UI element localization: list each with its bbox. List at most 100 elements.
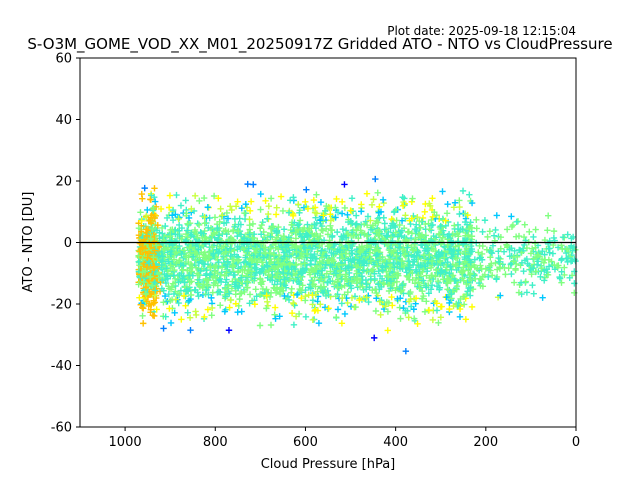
data-point bbox=[304, 205, 312, 212]
data-point bbox=[427, 222, 435, 229]
data-point bbox=[424, 245, 432, 252]
data-point bbox=[415, 272, 422, 279]
data-point bbox=[338, 266, 345, 274]
data-point bbox=[225, 327, 233, 334]
data-point bbox=[384, 233, 391, 240]
data-point bbox=[409, 261, 417, 269]
data-point bbox=[310, 266, 317, 274]
data-point bbox=[355, 243, 363, 251]
data-point bbox=[298, 294, 305, 302]
data-point bbox=[433, 307, 441, 314]
data-point bbox=[224, 215, 232, 222]
data-point bbox=[333, 195, 340, 203]
data-point bbox=[553, 262, 561, 270]
data-point bbox=[144, 231, 152, 239]
data-point bbox=[545, 263, 553, 270]
data-point bbox=[373, 289, 380, 297]
data-point bbox=[209, 289, 217, 296]
data-point bbox=[313, 219, 321, 227]
data-point bbox=[145, 260, 153, 267]
data-point bbox=[213, 246, 220, 253]
data-point bbox=[251, 301, 259, 308]
data-point bbox=[412, 295, 420, 302]
data-point bbox=[244, 180, 251, 188]
y-axis-label: ATO - NTO [DU] bbox=[21, 192, 36, 293]
data-point bbox=[419, 287, 426, 295]
data-point bbox=[274, 269, 281, 277]
data-point bbox=[452, 254, 460, 262]
data-point bbox=[159, 240, 166, 247]
data-point bbox=[461, 210, 469, 217]
data-point bbox=[249, 234, 256, 241]
data-point bbox=[271, 311, 278, 318]
data-point bbox=[267, 225, 275, 232]
data-point bbox=[531, 240, 539, 247]
data-point bbox=[226, 290, 233, 297]
data-point bbox=[365, 298, 372, 306]
data-point bbox=[176, 271, 183, 279]
data-point bbox=[318, 226, 325, 234]
data-point bbox=[178, 316, 185, 323]
data-point bbox=[406, 290, 414, 298]
data-point bbox=[222, 248, 229, 256]
data-point bbox=[252, 270, 260, 277]
data-point bbox=[374, 263, 381, 270]
data-point bbox=[396, 265, 404, 272]
data-point bbox=[185, 272, 193, 279]
data-point bbox=[158, 261, 166, 269]
data-point bbox=[215, 277, 223, 284]
data-point bbox=[227, 245, 234, 252]
data-point bbox=[372, 252, 380, 259]
data-point bbox=[280, 226, 288, 233]
data-point bbox=[232, 300, 240, 307]
data-point bbox=[450, 302, 457, 310]
data-point bbox=[461, 218, 469, 226]
data-point bbox=[135, 224, 143, 232]
data-point bbox=[257, 290, 265, 298]
data-point bbox=[402, 212, 409, 219]
data-point bbox=[139, 256, 146, 263]
data-point bbox=[228, 206, 235, 214]
data-point bbox=[156, 229, 163, 236]
data-point bbox=[246, 261, 254, 268]
data-point bbox=[508, 213, 515, 220]
data-point bbox=[158, 276, 166, 284]
data-point bbox=[275, 263, 282, 271]
data-point bbox=[444, 258, 451, 266]
data-point bbox=[230, 256, 238, 263]
data-point bbox=[413, 221, 420, 228]
data-point bbox=[363, 260, 371, 267]
data-point bbox=[272, 240, 279, 248]
data-point bbox=[275, 223, 282, 231]
data-point bbox=[140, 278, 147, 286]
data-point bbox=[191, 228, 199, 236]
data-point bbox=[538, 264, 545, 272]
chart-title: S-O3M_GOME_VOD_XX_M01_20250917Z Gridded … bbox=[27, 35, 612, 54]
data-point bbox=[566, 274, 573, 282]
data-point bbox=[405, 276, 413, 284]
data-point bbox=[438, 249, 445, 257]
data-point bbox=[434, 277, 442, 285]
data-point bbox=[488, 272, 496, 279]
data-point bbox=[228, 285, 236, 292]
data-point bbox=[398, 257, 405, 265]
data-point bbox=[497, 233, 505, 241]
data-point bbox=[343, 275, 350, 283]
data-point bbox=[467, 259, 474, 266]
data-point bbox=[187, 291, 195, 299]
data-point bbox=[204, 306, 212, 313]
data-point bbox=[511, 247, 518, 254]
data-point bbox=[466, 225, 473, 233]
data-point bbox=[400, 262, 408, 270]
data-point bbox=[314, 270, 321, 277]
data-point bbox=[234, 257, 242, 265]
data-point bbox=[492, 226, 499, 234]
data-point bbox=[420, 277, 427, 284]
data-point bbox=[432, 273, 439, 280]
data-point bbox=[412, 266, 420, 273]
data-point bbox=[280, 269, 287, 277]
data-point bbox=[523, 289, 531, 296]
data-point bbox=[157, 205, 165, 213]
data-point bbox=[374, 244, 381, 251]
data-point bbox=[312, 283, 319, 290]
